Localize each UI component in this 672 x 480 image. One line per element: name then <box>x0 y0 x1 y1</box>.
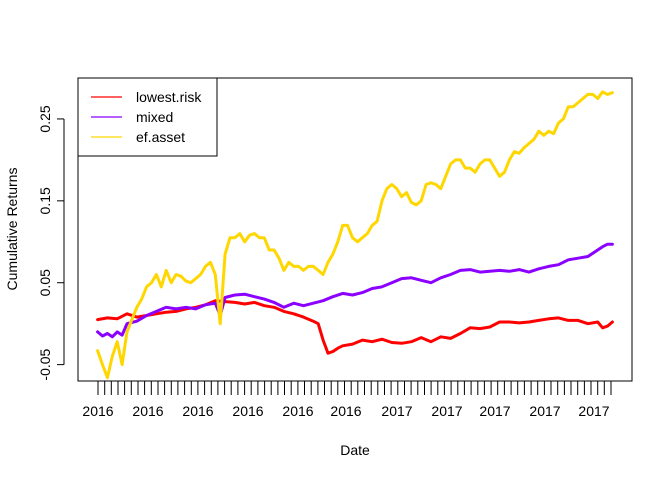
x-tick-label: 2017 <box>431 403 462 419</box>
x-tick-label: 2016 <box>232 403 263 419</box>
series-line-ef-asset <box>96 90 614 380</box>
y-tick-label: 0.05 <box>37 269 53 296</box>
x-tick-label: 2016 <box>132 403 163 419</box>
y-tick-label: -0.05 <box>37 348 53 380</box>
x-tick-label: 2017 <box>479 403 510 419</box>
legend-label: ef.asset <box>136 129 185 145</box>
x-tick-label: 2016 <box>330 403 361 419</box>
series-line-mixed <box>96 242 614 339</box>
y-axis-label: Cumulative Returns <box>4 168 20 291</box>
legend-label: lowest.risk <box>136 89 202 105</box>
y-tick-label: 0.25 <box>37 105 53 132</box>
y-axis: -0.05 0.05 0.15 0.25 <box>37 105 65 381</box>
x-tick-label: 2016 <box>282 403 313 419</box>
y-tick-label: 0.15 <box>37 187 53 214</box>
x-axis-label: Date <box>340 442 370 458</box>
x-axis: 2016 2016 2016 2016 2016 2016 2017 2017 2017 2017… <box>82 380 612 419</box>
legend: lowest.risk mixed ef.asset <box>77 77 218 157</box>
x-tick-label: 2017 <box>578 403 609 419</box>
x-tick-label: 2016 <box>182 403 213 419</box>
x-tick-label: 2016 <box>82 403 113 419</box>
x-tick-label: 2017 <box>529 403 560 419</box>
x-tick-label: 2017 <box>381 403 412 419</box>
legend-label: mixed <box>136 109 173 125</box>
series-layer <box>96 90 614 380</box>
